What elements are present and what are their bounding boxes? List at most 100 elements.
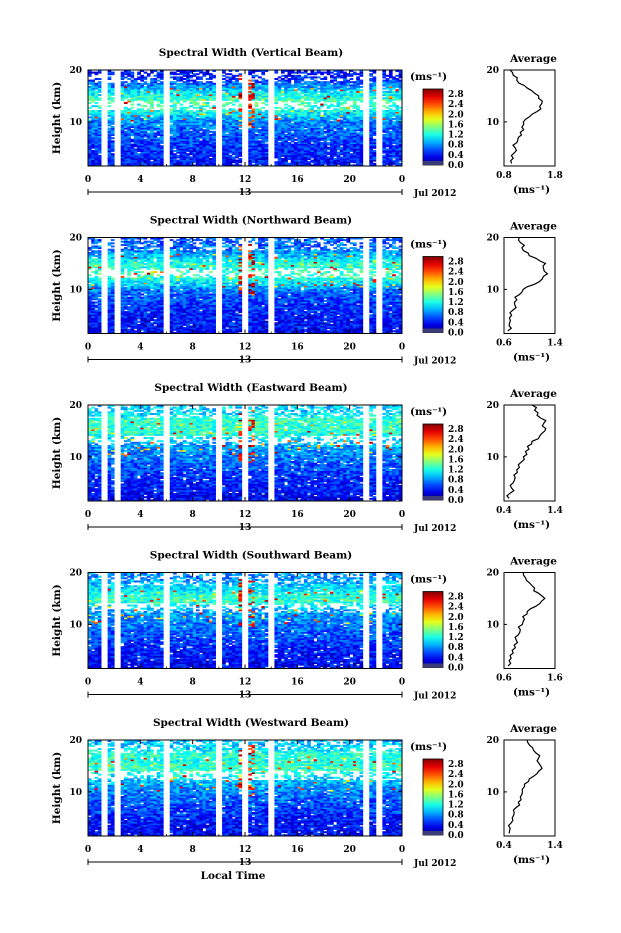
heatmap-cell [333,73,337,75]
heatmap-cell [95,110,99,112]
heatmap-cell [310,144,314,146]
heatmap-cell [196,107,200,109]
heatmap-cell [189,156,193,158]
heatmap-cell [301,108,305,110]
heatmap-cell [294,89,298,91]
heatmap-cell [320,72,324,74]
heatmap-cell [111,126,115,128]
heatmap-cell [288,105,292,107]
heatmap-cell [183,107,187,109]
heatmap-cell [157,83,161,85]
heatmap-cell [98,81,102,83]
heatmap-cell [294,75,298,77]
heatmap-cell [373,102,377,104]
heatmap-cell [209,134,213,136]
heatmap-cell [252,83,256,85]
heatmap-cell [330,84,334,86]
heatmap-cell [265,110,269,112]
heatmap-cell [176,160,180,162]
heatmap-cell [278,107,282,109]
heatmap-cell [88,110,92,112]
heatmap-cell [350,81,354,83]
heatmap-cell [235,110,239,112]
heatmap-cell [281,108,285,110]
heatmap-cell [359,86,363,88]
heatmap-cell [301,83,305,85]
heatmap-cell [333,131,337,133]
heatmap-cell [350,78,354,80]
heatmap-cell [98,94,102,96]
heatmap-cell [206,81,210,83]
heatmap-cell [258,84,262,86]
heatmap-cell [140,105,144,107]
heatmap-cell [238,104,242,106]
heatmap-cell [294,110,298,112]
heatmap-cell [278,76,282,78]
heatmap-cells [88,70,402,166]
heatmap-cell [199,140,203,142]
heatmap-cell [307,108,311,110]
heatmap-cell [386,78,390,80]
heatmap-cell [134,78,138,80]
heatmap-cell [121,81,125,83]
heatmap-cell [278,118,282,120]
heatmap-cell [108,102,112,104]
heatmap-cell [183,81,187,83]
heatmap-cell [333,108,337,110]
heatmap-cell [91,110,95,112]
heatmap-cell [121,72,125,74]
heatmap-cell [108,76,112,78]
heatmap-cell [235,160,239,162]
heatmap-cell [373,150,377,152]
heatmap-cell [144,105,148,107]
heatmap-cell [157,72,161,74]
heatmap-cell [202,83,206,85]
heatmap-cell [170,81,174,83]
heatmap-cell [225,80,229,82]
heatmap-cell [333,105,337,107]
heatmap-cell [124,84,128,86]
heatmap-cell [278,80,282,82]
heatmap-cell [111,72,115,74]
heatmap-cell [320,104,324,106]
heatmap-cell [183,78,187,80]
heatmap-cell [340,75,344,77]
heatmap-cell [209,107,213,109]
heatmap-cell [173,81,177,83]
heatmap-cell [147,83,151,85]
heatmap-cell [131,123,135,125]
heatmap-cell [189,83,193,85]
heatmap-cell [340,147,344,149]
heatmap-cell [288,142,292,144]
heatmap-cell [304,86,308,88]
heatmap-cell [186,153,190,155]
heatmap-cell [320,128,324,130]
heatmap-cell [382,97,386,99]
heatmap-cell [88,120,92,122]
heatmap-cell [369,78,373,80]
heatmap-cell [386,75,390,77]
heatmap-cell [173,94,177,96]
heatmap-cell [137,153,141,155]
heatmap-cell [356,132,360,134]
heatmap-cell [202,72,206,74]
heatmap-cell [88,102,92,104]
heatmap-cell [353,72,357,74]
heatmap-cell [353,81,357,83]
heatmap-cell [255,75,259,77]
heatmap-cell [98,155,102,157]
heatmap-cell [330,121,334,123]
heatmap-cell [307,73,311,75]
heatmap-cell [202,108,206,110]
heatmap-cell [314,105,318,107]
heatmap-cell [238,83,242,85]
heatmap-cell [193,80,197,82]
heatmap-cell [176,83,180,85]
heatmap-cell [386,148,390,150]
heatmap-cell [196,76,200,78]
heatmap-cell [173,153,177,155]
heatmap-cell [301,96,305,98]
heatmap-cell [131,139,135,141]
heatmap-cell [131,144,135,146]
heatmap-cell [359,80,363,82]
